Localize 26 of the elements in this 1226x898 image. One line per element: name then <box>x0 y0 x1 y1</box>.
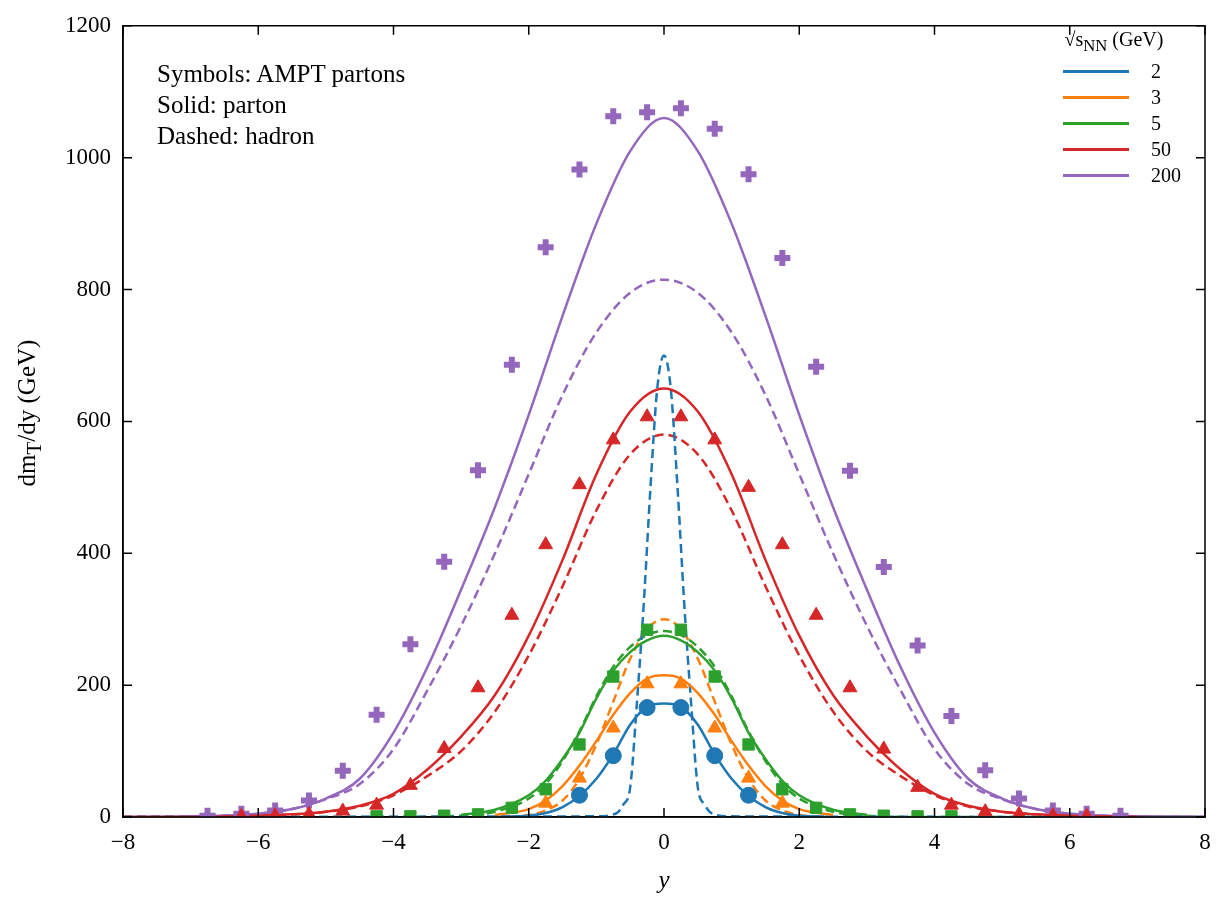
y-tick-label: 200 <box>76 671 111 697</box>
y-tick-label: 0 <box>99 803 111 829</box>
legend-label: 200 <box>1151 163 1181 187</box>
y-tick-label: 800 <box>76 275 111 301</box>
legend-title: √s$_{NN}$ (GeV) <box>1063 28 1165 56</box>
annotation: Solid: parton <box>157 90 288 120</box>
y-tick-label: 1200 <box>65 11 111 37</box>
x-tick-label: 0 <box>658 828 670 854</box>
legend-label: 3 <box>1151 85 1161 109</box>
x-tick-label: 2 <box>793 828 805 854</box>
x-tick-label: −6 <box>246 828 271 854</box>
annotation: Dashed: hadron <box>157 121 316 151</box>
y-tick-label: 600 <box>76 407 111 433</box>
x-tick-label: −2 <box>516 828 541 854</box>
legend-label: 50 <box>1151 137 1171 161</box>
x-tick-label: 8 <box>1199 828 1211 854</box>
x-tick-label: 6 <box>1064 828 1076 854</box>
x-axis-title: y <box>658 866 670 894</box>
legend-label: 2 <box>1151 59 1161 83</box>
x-tick-label: −8 <box>110 828 136 854</box>
legend-label: 5 <box>1151 111 1161 135</box>
y-tick-label: 400 <box>76 539 111 565</box>
x-tick-label: 4 <box>928 828 941 854</box>
x-tick-label: −4 <box>381 828 407 854</box>
y-tick-label: 1000 <box>65 143 111 169</box>
annotation: Symbols: AMPT partons <box>157 59 406 89</box>
